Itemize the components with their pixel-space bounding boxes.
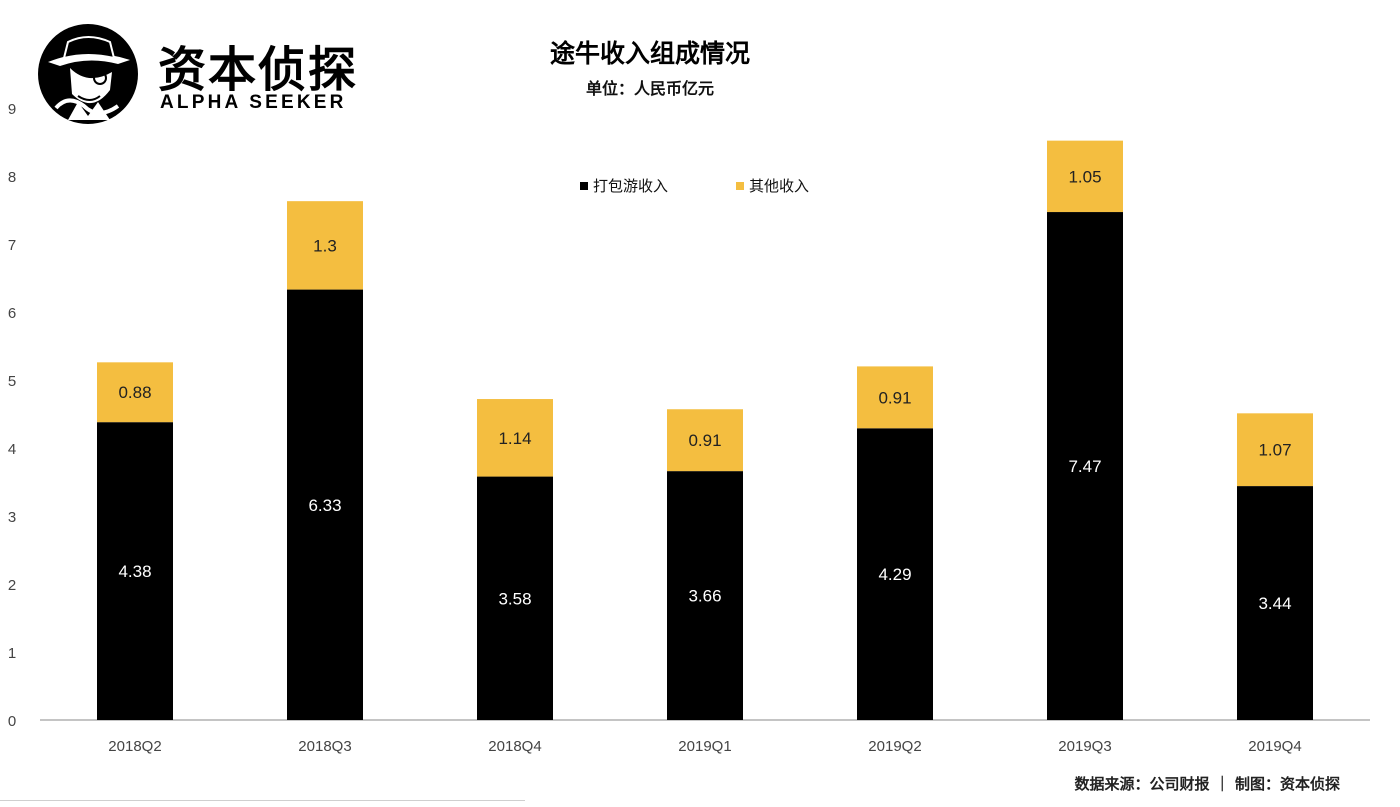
y-tick-label: 2 <box>8 577 16 594</box>
bar-package-tour <box>1047 212 1123 721</box>
bar-data-label: 4.38 <box>118 562 151 581</box>
y-tick-label: 8 <box>8 169 16 186</box>
source-note: 数据来源：公司财报 ｜ 制图：资本侦探 <box>1074 775 1340 793</box>
bar-data-label: 4.29 <box>878 565 911 584</box>
legend-label-package-tour: 打包游收入 <box>593 177 669 195</box>
y-tick-label: 0 <box>8 713 16 730</box>
bar-other-revenue <box>857 366 933 429</box>
chart-subtitle: 单位：人民币亿元 <box>585 79 714 98</box>
bar-other-revenue <box>1237 413 1313 487</box>
legend-swatch-other-revenue <box>736 181 745 190</box>
brand-name-cn: 资本侦探 <box>158 42 359 98</box>
bar-data-label: 3.58 <box>498 589 531 608</box>
footer-divider <box>0 800 525 801</box>
y-tick-label: 3 <box>8 509 16 526</box>
bar-other-revenue <box>667 409 743 472</box>
y-tick-label: 5 <box>8 373 16 390</box>
bar-package-tour <box>667 471 743 720</box>
y-tick-label: 4 <box>8 441 16 458</box>
legend-item-package-tour: 打包游收入 <box>580 175 668 196</box>
chart-title: 途牛收入组成情况 <box>549 39 750 68</box>
bar-data-label: 1.14 <box>498 429 531 448</box>
bar-package-tour <box>857 428 933 720</box>
legend-label-other-revenue: 其他收入 <box>749 177 810 195</box>
bar-package-tour <box>287 289 363 720</box>
legend-item-other-revenue: 其他收入 <box>736 175 809 196</box>
y-axis-ticks: 0 1 2 3 4 5 6 7 8 9 <box>8 101 16 730</box>
x-tick-label: 2019Q3 <box>1058 738 1111 755</box>
x-tick-label: 2018Q4 <box>488 738 541 755</box>
x-tick-label: 2018Q3 <box>298 738 351 755</box>
bar-package-tour <box>1237 486 1313 720</box>
y-tick-label: 7 <box>8 237 16 254</box>
bar-data-label: 7.47 <box>1068 457 1101 476</box>
bar-data-label: 1.05 <box>1068 167 1101 186</box>
x-tick-label: 2019Q1 <box>678 738 731 755</box>
bars: 4.38 0.88 6.33 1.3 3.58 1.14 3.66 0.91 4.29 0.91 7… <box>97 140 1313 721</box>
bar-data-label: 0.91 <box>688 431 721 450</box>
bar-other-revenue <box>97 362 173 423</box>
bar-data-label: 6.33 <box>308 496 341 515</box>
y-tick-label: 1 <box>8 645 16 662</box>
brand-logo: 资本侦探 ALPHA SEEKER <box>38 24 383 134</box>
bar-other-revenue <box>287 201 363 290</box>
bar-data-label: 3.66 <box>688 587 721 606</box>
brand-name-en: ALPHA SEEKER <box>160 92 347 113</box>
x-tick-label: 2018Q2 <box>108 738 161 755</box>
y-tick-label: 9 <box>8 101 16 118</box>
bar-other-revenue <box>477 399 553 477</box>
bar-data-label: 3.44 <box>1258 594 1291 613</box>
y-tick-label: 6 <box>8 305 16 322</box>
bar-data-label: 0.88 <box>118 383 151 402</box>
x-tick-label: 2019Q4 <box>1248 738 1301 755</box>
bar-other-revenue <box>1047 140 1123 213</box>
x-tick-label: 2019Q2 <box>868 738 921 755</box>
detective-hat-icon <box>38 24 138 124</box>
bar-data-label: 0.91 <box>878 388 911 407</box>
bar-data-label: 1.07 <box>1258 441 1291 460</box>
legend-swatch-package-tour <box>580 181 588 190</box>
bar-package-tour <box>477 476 553 720</box>
x-axis-ticks: 2018Q2 2018Q3 2018Q4 2019Q1 2019Q2 2019Q3 2019… <box>108 738 1301 755</box>
bar-data-label: 1.3 <box>313 236 337 255</box>
chart-legend: 打包游收入 其他收入 <box>580 175 809 196</box>
bar-package-tour <box>97 422 173 720</box>
